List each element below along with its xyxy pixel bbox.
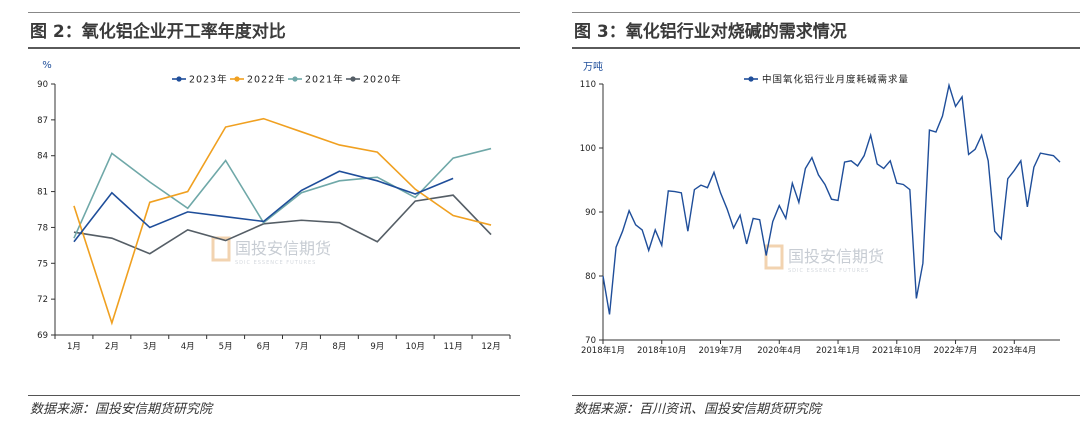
- left-y-tick-label: 72: [37, 295, 48, 305]
- left-x-tick-label: 2月: [105, 342, 119, 352]
- left-chart: % 69 72 75 78 81 84 87 90 1月 2月 3月 4月 5月 6月 7月 8月 9月 10月 11…: [37, 60, 511, 352]
- left-legend-marker: [176, 76, 182, 82]
- left-y-tick-label: 81: [37, 188, 48, 198]
- left-title-bar: 图 2：氧化铝企业开工率年度对比: [28, 12, 520, 49]
- left-series-line: [73, 147, 492, 239]
- right-x-tick-label: 2018年10月: [637, 345, 686, 356]
- left-series-line: [73, 194, 492, 255]
- left-panel: 图 2：氧化铝企业开工率年度对比 % 69 72 75 78 81 84 87 90 1月 2月 3月…: [0, 0, 520, 423]
- right-y-tick-label: 110: [580, 80, 596, 90]
- left-y-tick-label: 75: [37, 259, 48, 269]
- right-y-tick-label: 70: [585, 336, 596, 346]
- left-watermark: 国投安信期货 SDIC ESSENCE FUTURES: [211, 236, 331, 266]
- right-x-tick-label: 2018年1月: [581, 345, 625, 356]
- right-x-tick-label: 2019年7月: [698, 345, 742, 356]
- left-watermark-subtext: SDIC ESSENCE FUTURES: [235, 260, 316, 266]
- left-x-tick-label: 1月: [67, 342, 81, 352]
- left-x-tick-label: 11月: [443, 342, 462, 352]
- left-y-tick-label: 84: [37, 152, 48, 162]
- left-source-divider: [28, 395, 520, 396]
- right-series-line: [602, 82, 1061, 315]
- right-x-tick-label: 2023年4月: [992, 345, 1036, 356]
- right-chart: 万吨 70 80 90 100 110 2018年1月 2018年10月 2019年7月 2020…: [580, 60, 1061, 356]
- left-y-unit-label: %: [42, 60, 52, 71]
- left-x-tick-label: 4月: [181, 342, 195, 352]
- left-x-tick-label: 9月: [370, 342, 384, 352]
- right-x-tick-label: 2021年10月: [872, 345, 921, 356]
- right-watermark-text: 国投安信期货: [788, 247, 884, 266]
- left-y-tick-label: 78: [37, 223, 48, 233]
- left-y-tick-label: 69: [37, 331, 48, 341]
- left-legend-label: 2021年: [305, 74, 344, 86]
- left-y-tick-label: 90: [37, 80, 48, 90]
- left-x-tick-label: 3月: [143, 342, 157, 352]
- right-chart-title: 图 3：氧化铝行业对烧碱的需求情况: [574, 22, 847, 42]
- left-y-tick-label: 87: [37, 116, 48, 126]
- left-legend-label: 2020年: [363, 74, 402, 86]
- left-series-line: [73, 170, 454, 243]
- right-source-divider: [572, 395, 1080, 396]
- left-x-tick-label: 12月: [481, 342, 500, 352]
- right-y-unit-label: 万吨: [583, 60, 603, 73]
- right-y-tick-label: 100: [580, 144, 596, 154]
- left-legend-label: 2022年: [247, 74, 286, 86]
- left-x-tick-label: 10月: [406, 342, 425, 352]
- left-source: 数据来源：国投安信期货研究院: [30, 402, 213, 417]
- right-watermark: 国投安信期货 SDIC ESSENCE FUTURES: [764, 244, 884, 274]
- right-y-tick-label: 80: [585, 272, 596, 282]
- left-x-tick-label: 6月: [257, 342, 271, 352]
- right-title-bar: 图 3：氧化铝行业对烧碱的需求情况: [572, 12, 1080, 49]
- right-x-tick-label: 2021年1月: [816, 345, 860, 356]
- left-legend-label: 2023年: [189, 74, 228, 86]
- right-watermark-subtext: SDIC ESSENCE FUTURES: [788, 268, 869, 274]
- left-x-tick-label: 8月: [332, 342, 346, 352]
- left-legend-marker: [234, 76, 240, 82]
- left-x-tick-label: 5月: [219, 342, 233, 352]
- right-x-tick-label: 2022年7月: [934, 345, 978, 356]
- right-y-tick-label: 90: [585, 208, 596, 218]
- right-watermark-logo-icon: [764, 244, 784, 270]
- right-legend-marker: [748, 76, 754, 82]
- left-watermark-text: 国投安信期货: [235, 239, 331, 258]
- left-legend-marker: [350, 76, 356, 82]
- left-legend-marker: [292, 76, 298, 82]
- right-legend-label: 中国氧化铝行业月度耗碱需求量: [762, 74, 909, 86]
- left-chart-title: 图 2：氧化铝企业开工率年度对比: [30, 22, 286, 42]
- right-panel: 图 3：氧化铝行业对烧碱的需求情况 万吨 70 80 90 100 110 2018年1月 2…: [558, 0, 1080, 423]
- left-watermark-logo-icon: [211, 236, 231, 262]
- right-x-tick-label: 2020年4月: [757, 345, 801, 356]
- left-series-line: [73, 117, 492, 326]
- left-x-tick-label: 7月: [294, 342, 308, 352]
- right-source: 数据来源：百川资讯、国投安信期货研究院: [574, 402, 822, 417]
